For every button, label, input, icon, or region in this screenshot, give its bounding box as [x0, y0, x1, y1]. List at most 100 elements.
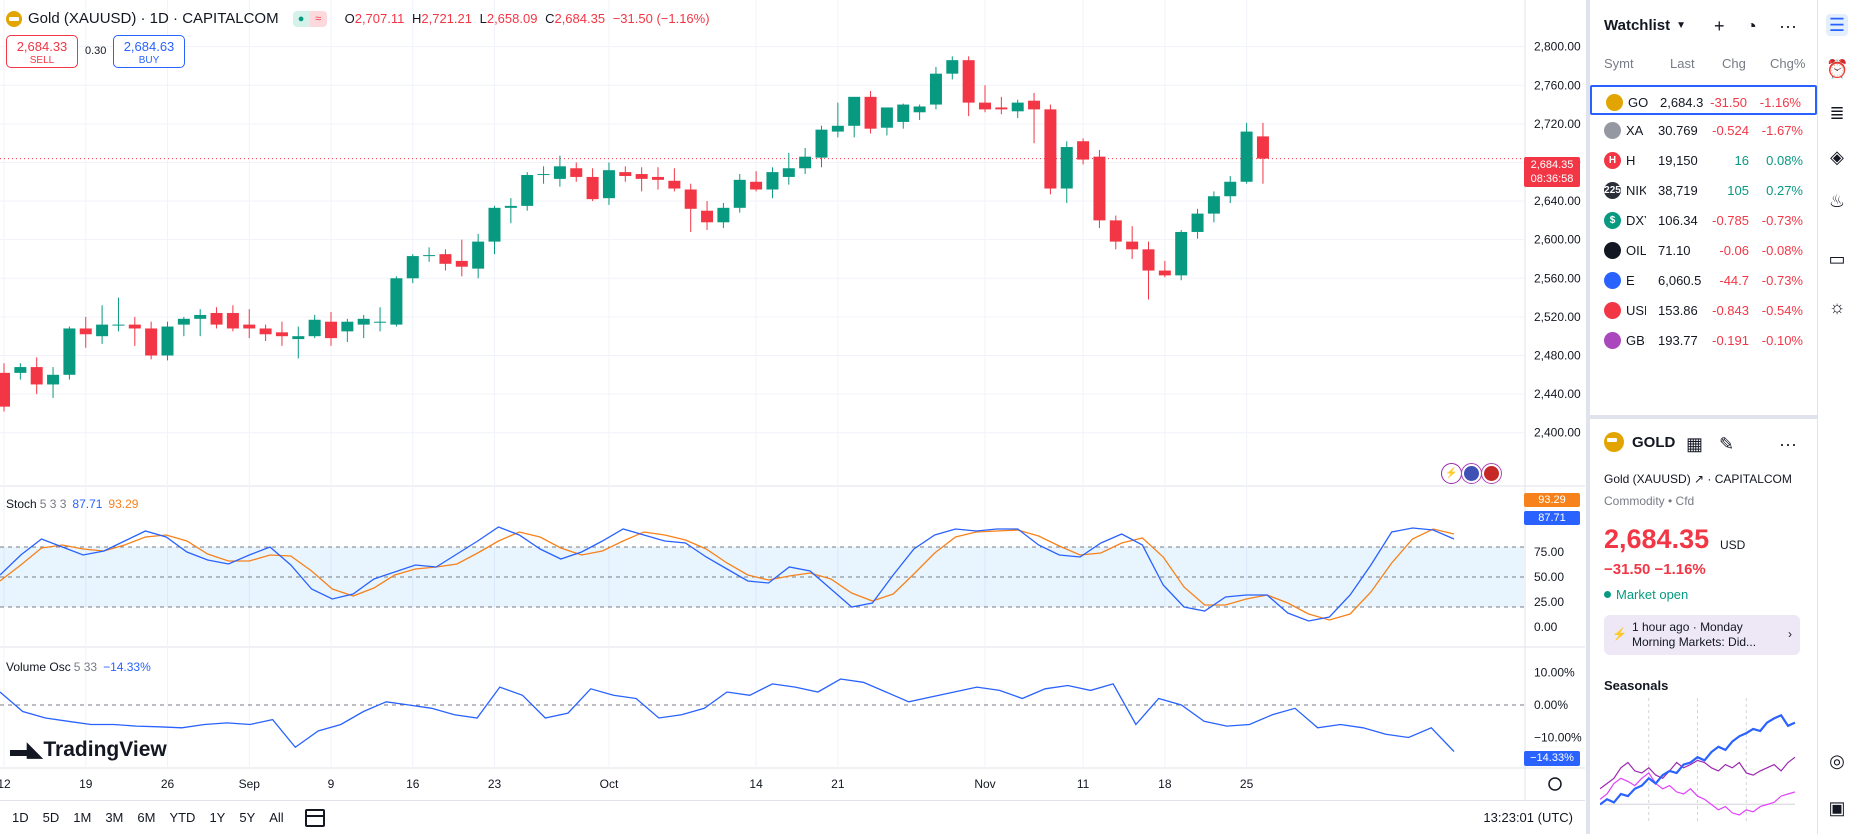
tradingview-logo[interactable]: ▬◣ TradingView: [10, 737, 167, 762]
grid-icon[interactable]: ▦: [1686, 434, 1704, 454]
row-change: -0.191: [1712, 333, 1749, 348]
details-full-name[interactable]: Gold (XAUUSD): [1604, 472, 1691, 486]
layers-icon[interactable]: ◈: [1830, 147, 1844, 167]
candle-body: [553, 166, 566, 179]
range-1y-button[interactable]: 1Y: [209, 810, 226, 825]
chart-area[interactable]: 2,800.002,760.002,720.002,680.002,640.00…: [0, 0, 1585, 834]
range-5y-button[interactable]: 5Y: [239, 810, 256, 825]
x-tick-label: Oct: [600, 777, 619, 791]
vosc-legend[interactable]: Volume Osc 5 33 −14.33%: [6, 660, 151, 674]
panel-divider[interactable]: [1590, 415, 1817, 419]
watchlist-row[interactable]: E 6,060.5 -44.7 -0.73%: [1590, 265, 1817, 295]
col-chg[interactable]: Chg: [1722, 56, 1746, 71]
ideas-icon[interactable]: ☼: [1828, 297, 1846, 317]
watchlist-title[interactable]: Watchlist: [1604, 16, 1671, 34]
hotlist-icon[interactable]: ♨: [1828, 191, 1846, 211]
range-5d-button[interactable]: 5D: [42, 810, 60, 825]
range-3m-button[interactable]: 3M: [105, 810, 124, 825]
col-chgp[interactable]: Chg%: [1770, 56, 1806, 71]
market-status-pill[interactable]: ● ≈: [292, 10, 327, 27]
economic-events[interactable]: ⚡: [1441, 463, 1502, 484]
range-1d-button[interactable]: 1D: [12, 810, 29, 825]
candle-body: [96, 324, 109, 337]
candle-body: [1077, 141, 1090, 160]
candle-body: [897, 104, 910, 122]
candle-body: [929, 73, 942, 105]
y-tick-label: 2,400.00: [1534, 426, 1581, 440]
vosc-tick-label: 10.00%: [1534, 666, 1575, 680]
row-last: 2,684.3: [1660, 95, 1704, 110]
x-tick-label: 21: [831, 777, 845, 791]
watchlist-row[interactable]: GBI 193.77 -0.191 -0.10%: [1590, 325, 1817, 355]
chart-title[interactable]: Gold (XAUUSD) · 1D · CAPITALCOM: [28, 10, 279, 27]
candle-body: [766, 172, 779, 190]
alarm-clock-icon[interactable]: ⏰: [1826, 59, 1849, 79]
row-change: -0.843: [1712, 303, 1749, 318]
candle-body: [390, 278, 403, 325]
price-chart[interactable]: 2,800.002,760.002,720.002,680.002,640.00…: [0, 0, 1585, 800]
watchlist-row[interactable]: OIL 71.10 -0.06 -0.08%: [1590, 235, 1817, 265]
details-symbol[interactable]: GOLD: [1632, 433, 1676, 451]
utc-clock[interactable]: 13:23:01 (UTC): [1483, 810, 1573, 825]
watchlist-row[interactable]: GO 2,684.3 -31.50 -1.16%: [1590, 85, 1817, 115]
symbol-logo-icon: [1604, 242, 1621, 259]
x-tick-label: 19: [79, 777, 93, 791]
buy-price: 2,684.63: [123, 39, 175, 54]
range-ytd-button[interactable]: YTD: [169, 810, 196, 825]
chat-icon[interactable]: ▭: [1828, 249, 1846, 269]
watchlist-row[interactable]: H H 19,150 16 0.08%: [1590, 145, 1817, 175]
watchlist-row[interactable]: USD 153.86 -0.843 -0.54%: [1590, 295, 1817, 325]
buy-button[interactable]: 2,684.63 BUY: [113, 35, 185, 68]
external-link-icon[interactable]: ↗ ·: [1694, 472, 1715, 486]
candle-body: [1142, 249, 1155, 271]
col-symbol[interactable]: Symt: [1604, 56, 1634, 71]
row-symbol: OIL: [1626, 243, 1646, 258]
us-flag-icon[interactable]: [1461, 463, 1482, 484]
row-change: -0.524: [1712, 123, 1749, 138]
lightning-icon[interactable]: ⚡: [1441, 463, 1462, 484]
candle-body: [423, 255, 436, 257]
candle-body: [701, 210, 714, 223]
gold-icon: [6, 10, 22, 27]
symbol-logo-icon: [1604, 302, 1621, 319]
seasonals-title[interactable]: Seasonals: [1604, 678, 1669, 693]
row-last: 30.769: [1658, 123, 1698, 138]
list-plus-icon[interactable]: ≣: [1829, 103, 1845, 123]
watchlist-row[interactable]: $ DXY 106.34 -0.785 -0.73%: [1590, 205, 1817, 235]
add-symbol-icon[interactable]: +: [1714, 16, 1725, 36]
candle-body: [864, 96, 877, 129]
col-last[interactable]: Last: [1670, 56, 1695, 71]
seasonals-chart[interactable]: [1600, 698, 1800, 832]
y-tick-label: 2,480.00: [1534, 348, 1581, 362]
watchlist-row[interactable]: XA 30.769 -0.524 -1.67%: [1590, 115, 1817, 145]
candle-body: [619, 172, 632, 176]
x-tick-label: 26: [161, 777, 175, 791]
range-all-button[interactable]: All: [269, 810, 284, 825]
range-6m-button[interactable]: 6M: [137, 810, 156, 825]
ohlc-change: −31.50 (−1.16%): [612, 11, 710, 26]
edit-icon[interactable]: ✎: [1719, 434, 1735, 454]
watchlist-header: Watchlist ▼: [1590, 0, 1817, 50]
vosc-tag: −14.33%: [1524, 751, 1580, 766]
watchlist-row[interactable]: 225 NIK 38,719 105 0.27%: [1590, 175, 1817, 205]
stoch-legend[interactable]: Stoch 5 3 3 87.71 93.29: [6, 497, 138, 511]
target-icon[interactable]: ◎: [1829, 751, 1845, 771]
more-icon[interactable]: ···: [1779, 434, 1797, 454]
details-exchange[interactable]: CAPITALCOM: [1714, 472, 1792, 486]
stoch-tick-label: 50.00: [1534, 570, 1564, 584]
range-1m-button[interactable]: 1M: [73, 810, 92, 825]
news-meta: 1 hour ago · Monday: [1632, 620, 1743, 634]
settings-icon[interactable]: [1548, 777, 1562, 791]
pie-chart-icon[interactable]: ◔: [1746, 16, 1757, 36]
calendar-icon[interactable]: ▣: [1828, 798, 1846, 818]
chevron-down-icon[interactable]: ▼: [1676, 19, 1687, 31]
calendar-icon[interactable]: [304, 808, 325, 827]
sell-button[interactable]: 2,684.33 SELL: [6, 35, 78, 68]
watchlist-icon[interactable]: ☰: [1826, 14, 1848, 36]
row-change-percent: -1.67%: [1761, 123, 1803, 138]
news-card[interactable]: ⚡ 1 hour ago · Monday Morning Markets: D…: [1604, 615, 1800, 655]
us-flag-icon[interactable]: [1481, 463, 1502, 484]
details-price: 2,684.35: [1604, 524, 1710, 554]
details-header: GOLD: [1604, 432, 1675, 452]
more-icon[interactable]: ···: [1779, 16, 1797, 36]
